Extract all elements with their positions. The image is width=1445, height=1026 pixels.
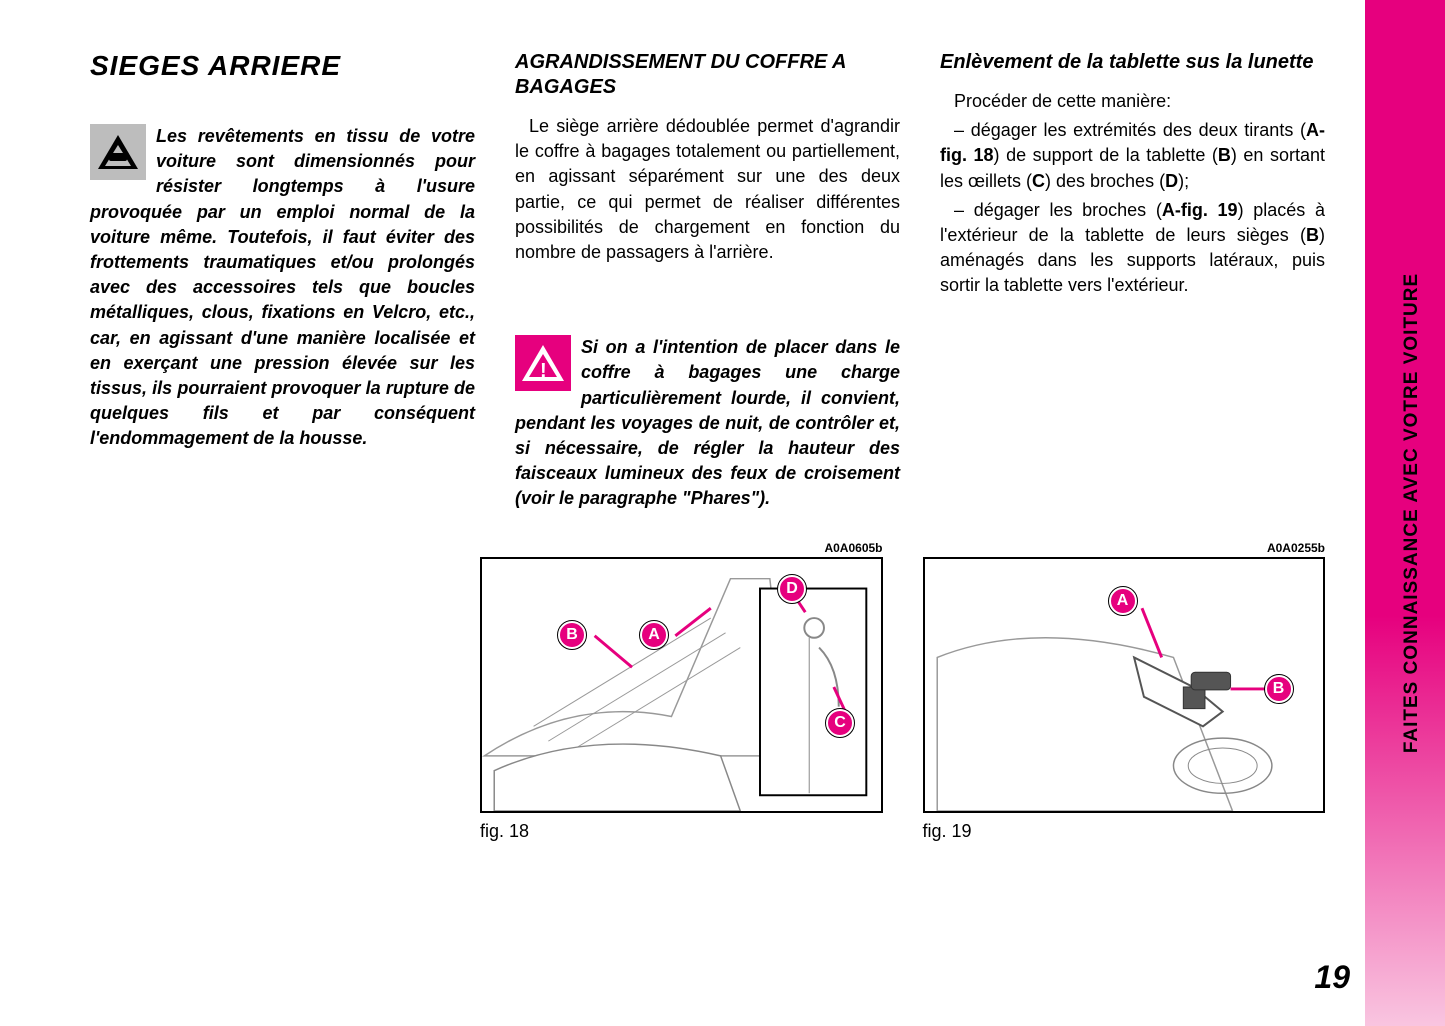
warning-text: Si on a l'intention de placer dans le co… [515,337,900,508]
body-paragraph: Le siège arrière dédoublée permet d'agra… [515,114,900,265]
subsection-heading: Enlèvement de la tablette sus la lunette [940,50,1325,75]
figure-code: A0A0605b [480,541,883,555]
warning-box-load: ! Si on a l'intention de placer dans le … [515,335,900,511]
warning-text: Les revêtements en tissu de votre voitur… [90,126,475,448]
column-1: SIEGES ARRIERE Les revêtements en tissu … [90,50,475,511]
figure-image: B A D C [480,557,883,813]
column-2: AGRANDISSEMENT DU COFFRE A BAGAGES Le si… [515,50,900,511]
figure-row: A0A0605b B A [480,541,1325,842]
figure-image: A B [923,557,1326,813]
column-3: Enlèvement de la tablette sus la lunette… [940,50,1325,511]
figure-19: A0A0255b A B fig. 19 [923,541,1326,842]
alert-icon: ! [515,335,571,391]
figure-caption: fig. 19 [923,821,1326,842]
chapter-tab: FAITES CONNAISSANCE AVEC VOTRE VOITURE [1365,0,1445,1026]
section-heading: SIEGES ARRIERE [90,50,475,82]
body-paragraph: Procéder de cette manière: – dégager les… [940,89,1325,299]
callout-b: B [1265,675,1293,703]
page-number: 19 [1314,959,1350,996]
warning-box-fabric: Les revêtements en tissu de votre voitur… [90,124,475,451]
figure-code: A0A0255b [923,541,1326,555]
figure-18: A0A0605b B A [480,541,883,842]
subsection-heading: AGRANDISSEMENT DU COFFRE A BAGAGES [515,50,900,100]
car-warning-icon [90,124,146,180]
chapter-tab-label: FAITES CONNAISSANCE AVEC VOTRE VOITURE [1401,273,1423,753]
figure-caption: fig. 18 [480,821,883,842]
callout-a: A [1109,587,1137,615]
